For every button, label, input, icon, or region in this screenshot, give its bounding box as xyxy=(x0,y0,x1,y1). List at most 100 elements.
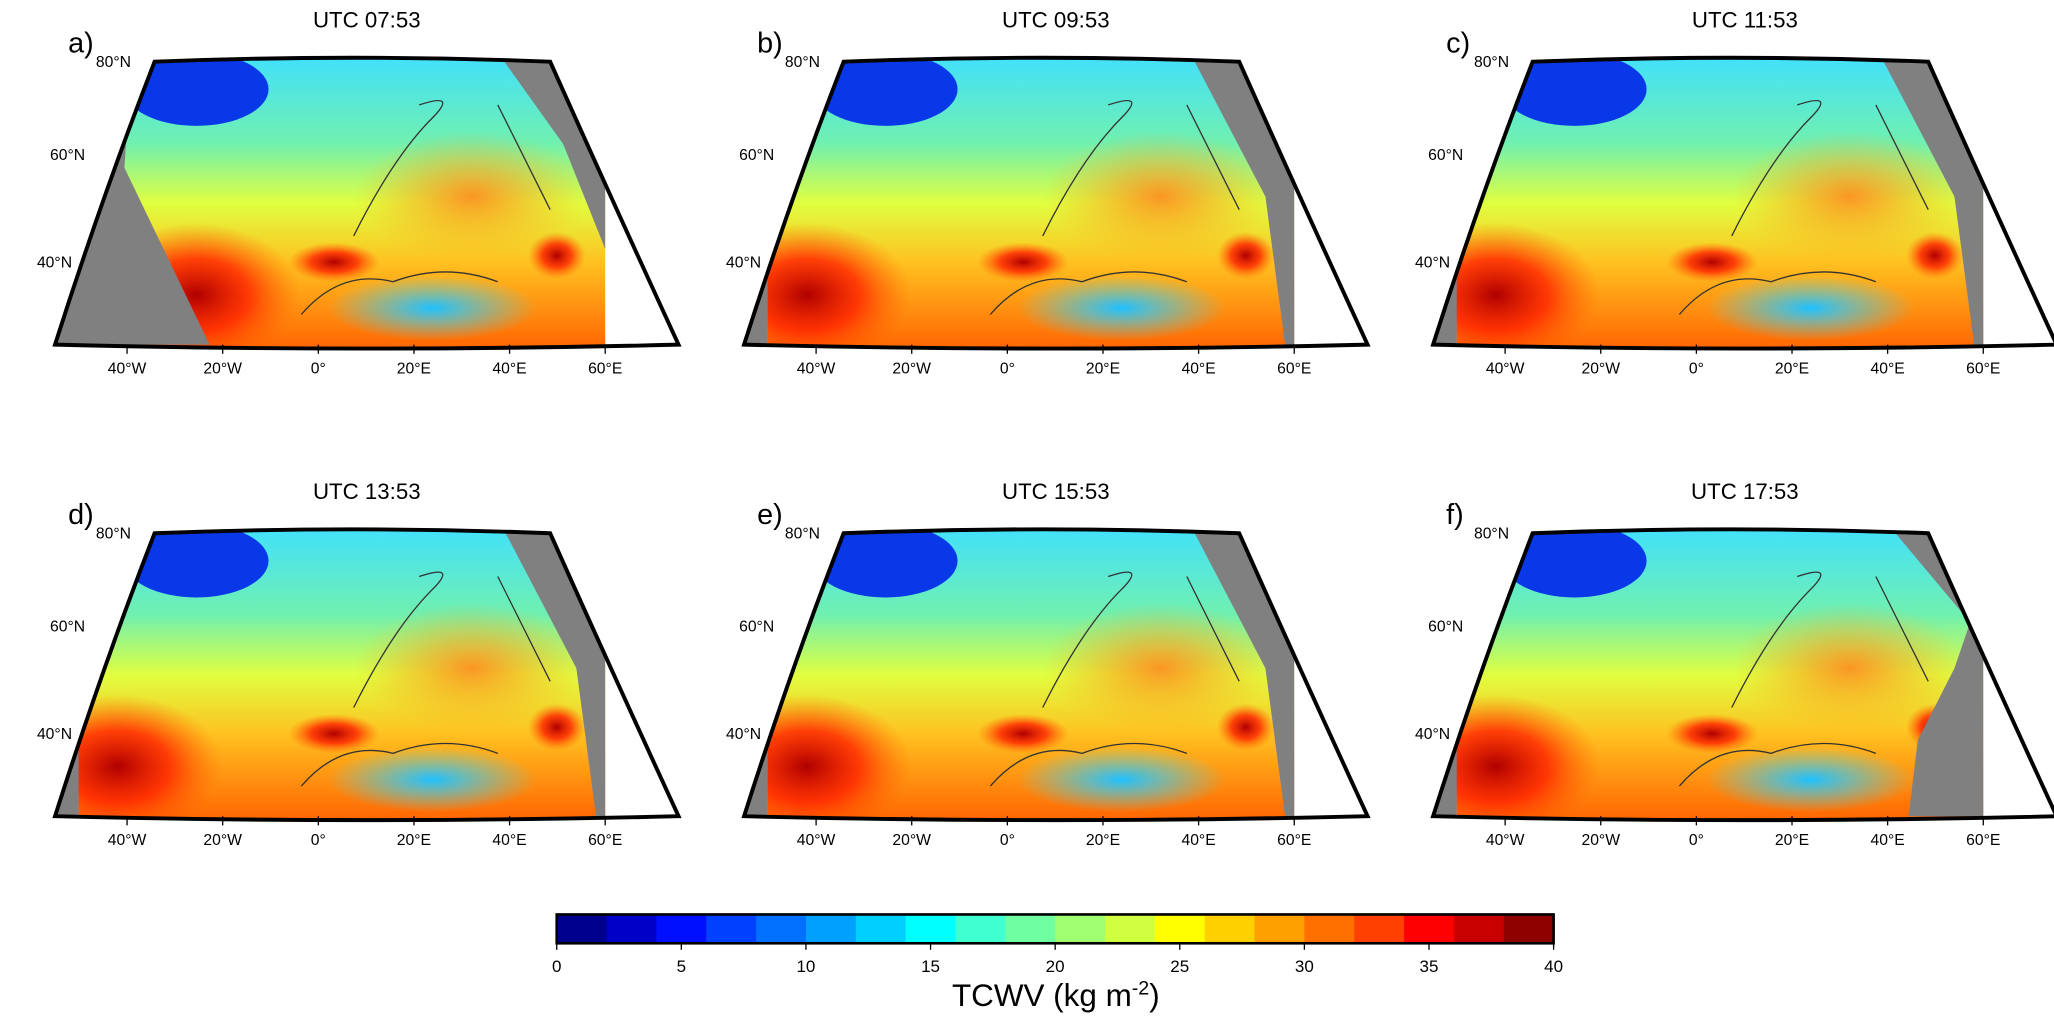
map-panel: d) UTC 13:53 80°N 60°N 40°N 40°W 20°W 0° 20°E 40°… xyxy=(37,479,682,849)
lat-label: 80°N xyxy=(785,54,820,71)
panel-letter: d) xyxy=(68,499,94,531)
map-panel: e) UTC 15:53 80°N 60°N 40°N 40°W 20°W 0° 20°E 40°… xyxy=(726,479,1371,849)
lat-label: 60°N xyxy=(1428,619,1463,636)
colorbar-tick-label: 20 xyxy=(1046,957,1065,976)
cool-area xyxy=(327,746,538,813)
lon-label: 0° xyxy=(1689,832,1704,849)
colorbar: TCWV (kg m-2) 0 5 10 15 20 25 30 35 40 xyxy=(552,913,1563,1013)
colorbar-segment xyxy=(1503,914,1555,944)
lon-label: 40°W xyxy=(797,832,836,849)
colorbar-segment xyxy=(1204,914,1256,944)
panel-letter: a) xyxy=(68,28,94,60)
label-superscript: -2 xyxy=(1132,977,1149,999)
label-suffix: ) xyxy=(1149,978,1159,1013)
colorbar-segment xyxy=(1154,914,1206,944)
map-frame xyxy=(52,55,682,351)
colorbar-tick-label: 5 xyxy=(677,957,686,976)
lon-label: 20°E xyxy=(1775,360,1809,377)
colorbar-segment xyxy=(805,914,857,944)
colorbar-segment xyxy=(905,914,957,944)
coastline xyxy=(1678,99,1929,315)
lon-label: 40°E xyxy=(1871,360,1905,377)
lon-label: 0° xyxy=(311,360,326,377)
lon-label: 20°W xyxy=(892,360,931,377)
lat-label: 40°N xyxy=(726,254,761,271)
panel-letter: b) xyxy=(757,28,783,60)
panel-title: UTC 11:53 xyxy=(1692,8,1798,33)
lat-label: 40°N xyxy=(37,726,72,743)
colorbar-segment xyxy=(1254,914,1306,944)
map-frame xyxy=(741,55,1371,351)
lon-label: 40°E xyxy=(1871,832,1905,849)
lon-label: 20°E xyxy=(1775,832,1809,849)
panel-title: UTC 15:53 xyxy=(1002,479,1110,504)
warm-area xyxy=(353,131,590,263)
hot-area xyxy=(1666,714,1758,754)
lon-label: 20°W xyxy=(1581,360,1620,377)
colorbar-segment xyxy=(1105,914,1156,944)
colorbar-tick-label: 0 xyxy=(552,957,561,976)
panel-letter: f) xyxy=(1446,499,1464,531)
colorbar-tick-label: 15 xyxy=(921,957,940,976)
colorbar-tick-label: 35 xyxy=(1420,957,1439,976)
panel-letter: e) xyxy=(757,499,783,531)
hot-area xyxy=(977,242,1069,282)
greenland-dry xyxy=(1502,57,1647,126)
cool-area xyxy=(1705,275,1916,341)
lon-label: 20°W xyxy=(203,832,242,849)
colorbar-segment xyxy=(1304,914,1355,944)
hot-area xyxy=(288,242,380,282)
colorbar-segment xyxy=(1005,914,1056,944)
hot-area xyxy=(1216,703,1275,751)
lon-label: 40°E xyxy=(492,360,526,377)
lon-label: 0° xyxy=(1689,360,1704,377)
map-panel: c) UTC 11:53 80°N 60°N 40°N 40°W 20°W 0° 20°E 40°… xyxy=(1415,8,2054,377)
panel-title: UTC 07:53 xyxy=(313,8,421,33)
lon-label: 20°W xyxy=(1581,832,1620,849)
map-panel: f) UTC 17:53 80°N 60°N 40°N 40°W 20°W 0° 20°E 40°… xyxy=(1415,479,2054,849)
coastline xyxy=(300,571,551,787)
map-frame xyxy=(1430,527,2054,823)
lon-label: 60°E xyxy=(588,832,622,849)
hot-area xyxy=(527,703,586,751)
lat-label: 60°N xyxy=(739,619,774,636)
hot-area xyxy=(977,714,1069,754)
map-panel: b) UTC 09:53 80°N 60°N 40°N 40°W 20°W 0° 20°E 40°… xyxy=(726,8,1371,377)
lon-label: 20°E xyxy=(397,832,431,849)
panel-title: UTC 13:53 xyxy=(313,479,421,504)
coastline xyxy=(300,99,551,315)
map-field xyxy=(744,529,1368,821)
lat-label: 80°N xyxy=(1474,526,1509,543)
lon-label: 20°W xyxy=(203,360,242,377)
cool-area xyxy=(1705,746,1916,813)
colorbar-segment xyxy=(656,914,707,944)
panel-title: UTC 17:53 xyxy=(1691,479,1799,504)
hot-area xyxy=(1666,242,1758,282)
lon-label: 60°E xyxy=(1966,832,2000,849)
panel-title: UTC 09:53 xyxy=(1002,8,1110,33)
lat-label: 80°N xyxy=(96,526,131,543)
greenland-dry xyxy=(124,57,269,126)
colorbar-tick-label: 10 xyxy=(796,957,815,976)
lon-label: 0° xyxy=(311,832,326,849)
lon-label: 40°W xyxy=(797,360,836,377)
colorbar-segment xyxy=(606,914,658,944)
lat-label: 60°N xyxy=(50,147,85,164)
lon-label: 40°W xyxy=(108,832,147,849)
warm-area xyxy=(1731,602,1968,734)
lon-label: 60°E xyxy=(588,360,622,377)
warm-area xyxy=(1731,131,1968,263)
lat-label: 40°N xyxy=(37,254,72,271)
lat-label: 80°N xyxy=(96,54,131,71)
map-frame xyxy=(1430,55,2054,351)
colorbar-segment xyxy=(756,914,807,944)
lon-label: 40°E xyxy=(1181,832,1215,849)
lon-label: 0° xyxy=(1000,832,1015,849)
colorbar-tick-label: 30 xyxy=(1295,957,1314,976)
lon-label: 20°E xyxy=(1086,832,1120,849)
warm-area xyxy=(353,602,590,734)
lon-label: 20°E xyxy=(1086,360,1120,377)
lat-label: 60°N xyxy=(1428,147,1463,164)
